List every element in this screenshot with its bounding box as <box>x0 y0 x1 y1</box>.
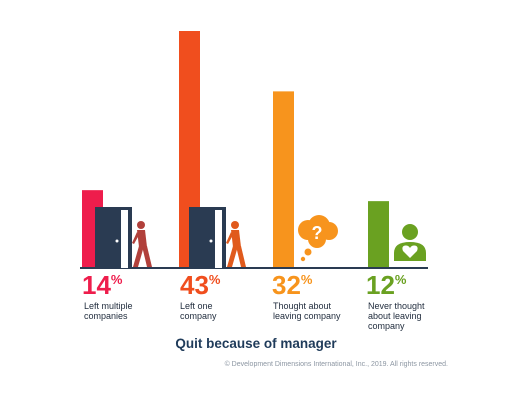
category-label-line: company <box>180 311 217 321</box>
category-label-line: leaving company <box>273 311 341 321</box>
category-label-line: Left one <box>180 301 213 311</box>
category-label-line: companies <box>84 311 128 321</box>
thought-bubble-question-icon: ? <box>298 215 338 262</box>
bar-2 <box>273 91 294 267</box>
door-walking-person-icon <box>95 207 152 268</box>
category-label-line: Thought about <box>273 301 332 311</box>
value-label-0: 14% <box>82 270 123 300</box>
door-walking-person-icon <box>189 207 246 268</box>
category-label-0: Left multiple companies <box>84 301 176 321</box>
value-label-2: 32% <box>272 270 313 300</box>
category-label-line: about leaving <box>368 311 422 321</box>
category-label-3: Never thought about leaving company <box>368 301 460 331</box>
value-label-3: 12% <box>366 270 407 300</box>
category-label-line: Never thought <box>368 301 425 311</box>
bar-3 <box>368 201 389 267</box>
category-label-2: Thought about leaving company <box>273 301 365 321</box>
svg-text:?: ? <box>312 223 323 243</box>
category-label-line: company <box>368 321 405 331</box>
category-label-1: Left one company <box>180 301 272 321</box>
category-label-line: Left multiple <box>84 301 133 311</box>
copyright-notice: © Development Dimensions International, … <box>224 361 448 368</box>
chart-title: Quit because of manager <box>175 336 337 351</box>
value-label-1: 43% <box>180 270 221 300</box>
person-heart-icon <box>394 224 426 261</box>
